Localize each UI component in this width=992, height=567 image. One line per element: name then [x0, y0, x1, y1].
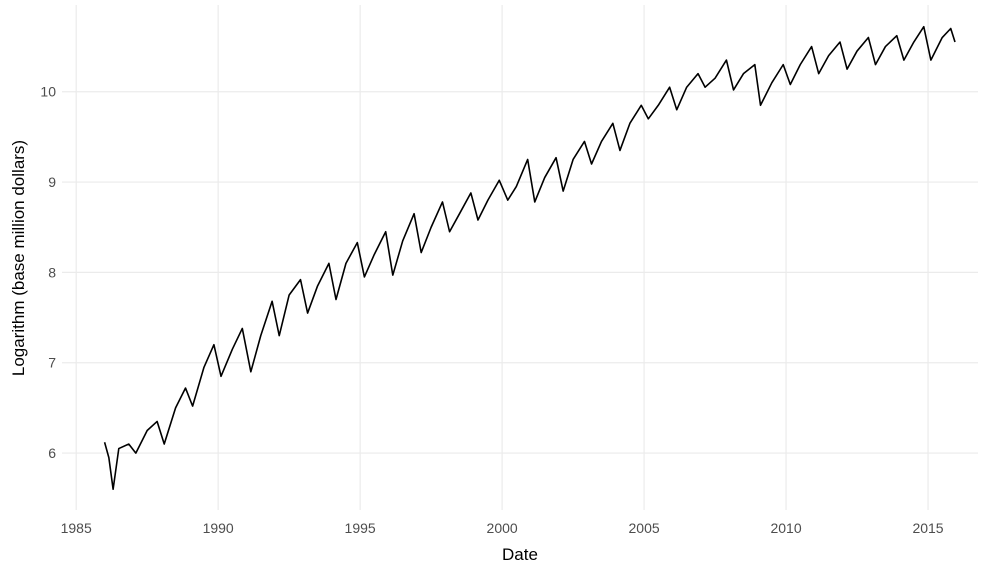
- x-tick-label: 1990: [203, 520, 234, 536]
- y-tick-label: 8: [48, 264, 56, 280]
- x-tick-label: 2000: [487, 520, 518, 536]
- x-tick-label: 2010: [770, 520, 801, 536]
- x-tick-label: 1985: [61, 520, 92, 536]
- x-tick-label: 2005: [629, 520, 660, 536]
- x-tick-label: 1995: [345, 520, 376, 536]
- y-tick-label: 10: [40, 84, 56, 100]
- y-axis-title: Logarithm (base million dollars): [9, 140, 28, 376]
- y-tick-label: 6: [48, 445, 56, 461]
- line: [103, 25, 956, 491]
- x-axis-title: Date: [502, 545, 538, 564]
- x-tick-label: 2015: [912, 520, 943, 536]
- y-tick-label: 9: [48, 174, 56, 190]
- y-tick-label: 7: [48, 355, 56, 371]
